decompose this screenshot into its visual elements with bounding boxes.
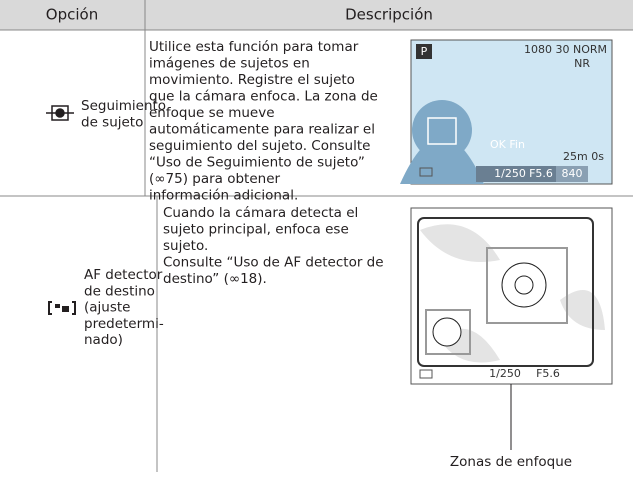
description-text: sujeto principal, enfoca ese <box>163 222 349 238</box>
screen-text: 25m 0s <box>563 150 604 163</box>
option-text: Seguimiento <box>81 98 166 114</box>
screen-text: F5.6 <box>529 167 553 180</box>
description-text: enfoque se mueve <box>149 105 275 121</box>
header-cell: Descripción <box>345 6 433 24</box>
screen-text: P <box>421 45 428 58</box>
description-text: imágenes de sujetos en <box>149 56 310 72</box>
header-cell: Opción <box>46 6 98 24</box>
camera-screen <box>410 207 613 450</box>
screen-text: 1080 30 NORM <box>524 43 607 56</box>
screen-text: OK Fin <box>490 138 525 151</box>
target-af-icon <box>48 301 76 315</box>
description-text: destino” (∞18). <box>163 271 267 287</box>
description-text: sujeto. <box>163 238 208 254</box>
screen-text: NR <box>574 57 590 70</box>
description-text: Utilice esta función para tomar <box>149 39 359 55</box>
option-text: (ajuste <box>84 300 130 316</box>
screen-text: F5.6 <box>536 367 560 380</box>
description-text: Consulte “Uso de AF detector de <box>163 255 384 271</box>
description-text: (∞75) para obtener <box>149 171 280 187</box>
tracking-icon <box>46 105 74 121</box>
option-text: AF detector <box>84 267 163 283</box>
camera-screen <box>400 39 613 185</box>
caption: Zonas de enfoque <box>450 454 572 470</box>
screen-text: 1/250 <box>489 367 521 380</box>
description-text: automáticamente para realizar el <box>149 122 375 138</box>
header-bg <box>0 0 633 30</box>
option-text: nado) <box>84 332 123 348</box>
description-text: “Uso de Seguimiento de sujeto” <box>149 155 365 171</box>
option-text: de sujeto <box>81 114 143 130</box>
screen-text: 840 <box>562 167 583 180</box>
description-text: que la cámara enfoca. La zona de <box>149 89 378 105</box>
option-text: predetermi- <box>84 316 164 332</box>
description-text: Cuando la cámara detecta el <box>163 205 358 221</box>
description-text: información adicional. <box>149 188 298 204</box>
option-text: de destino <box>84 283 155 299</box>
screen-text: 1/250 <box>494 167 526 180</box>
description-text: movimiento. Registre el sujeto <box>149 72 355 88</box>
description-text: seguimiento del sujeto. Consulte <box>149 138 370 154</box>
